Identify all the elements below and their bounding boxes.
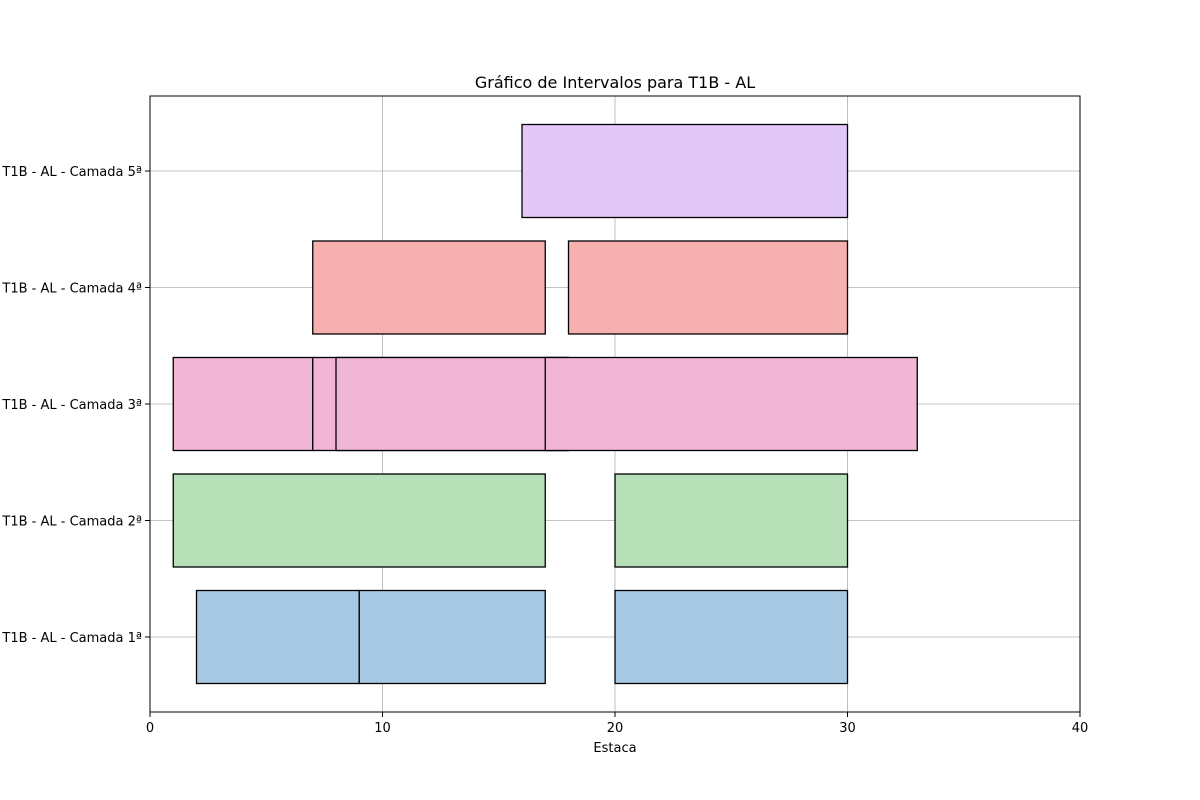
interval-bar xyxy=(521,123,849,219)
chart-title: Gráfico de Intervalos para T1B - AL xyxy=(475,73,755,92)
interval-bar xyxy=(567,240,849,335)
x-tick-label: 40 xyxy=(1072,721,1089,736)
x-tick-label: 10 xyxy=(374,721,391,736)
x-axis: 0 10 20 30 40 xyxy=(146,712,1088,736)
interval-bar xyxy=(172,356,314,452)
x-tick-label: 0 xyxy=(146,721,154,736)
x-tick-label: 30 xyxy=(839,721,856,736)
bars xyxy=(172,123,918,685)
interval-bar xyxy=(358,589,546,685)
y-tick-label: T1B - AL - Camada 4ª xyxy=(1,282,142,297)
interval-bar xyxy=(172,473,546,568)
y-tick-label: T1B - AL - Camada 3ª xyxy=(1,398,142,413)
interval-bar xyxy=(335,356,570,452)
interval-bar xyxy=(544,356,918,452)
interval-bar xyxy=(195,589,360,685)
y-tick-label: T1B - AL - Camada 1ª xyxy=(1,631,142,646)
interval-bar xyxy=(614,473,849,568)
y-tick-label: T1B - AL - Camada 2ª xyxy=(1,515,142,530)
y-axis: T1B - AL - Camada 1ª T1B - AL - Camada 2ª… xyxy=(1,165,150,646)
x-tick-label: 20 xyxy=(607,721,624,736)
interval-bar xyxy=(614,589,849,685)
interval-bar xyxy=(312,240,546,335)
y-tick-label: T1B - AL - Camada 5ª xyxy=(1,165,142,180)
x-axis-label: Estaca xyxy=(593,741,636,756)
